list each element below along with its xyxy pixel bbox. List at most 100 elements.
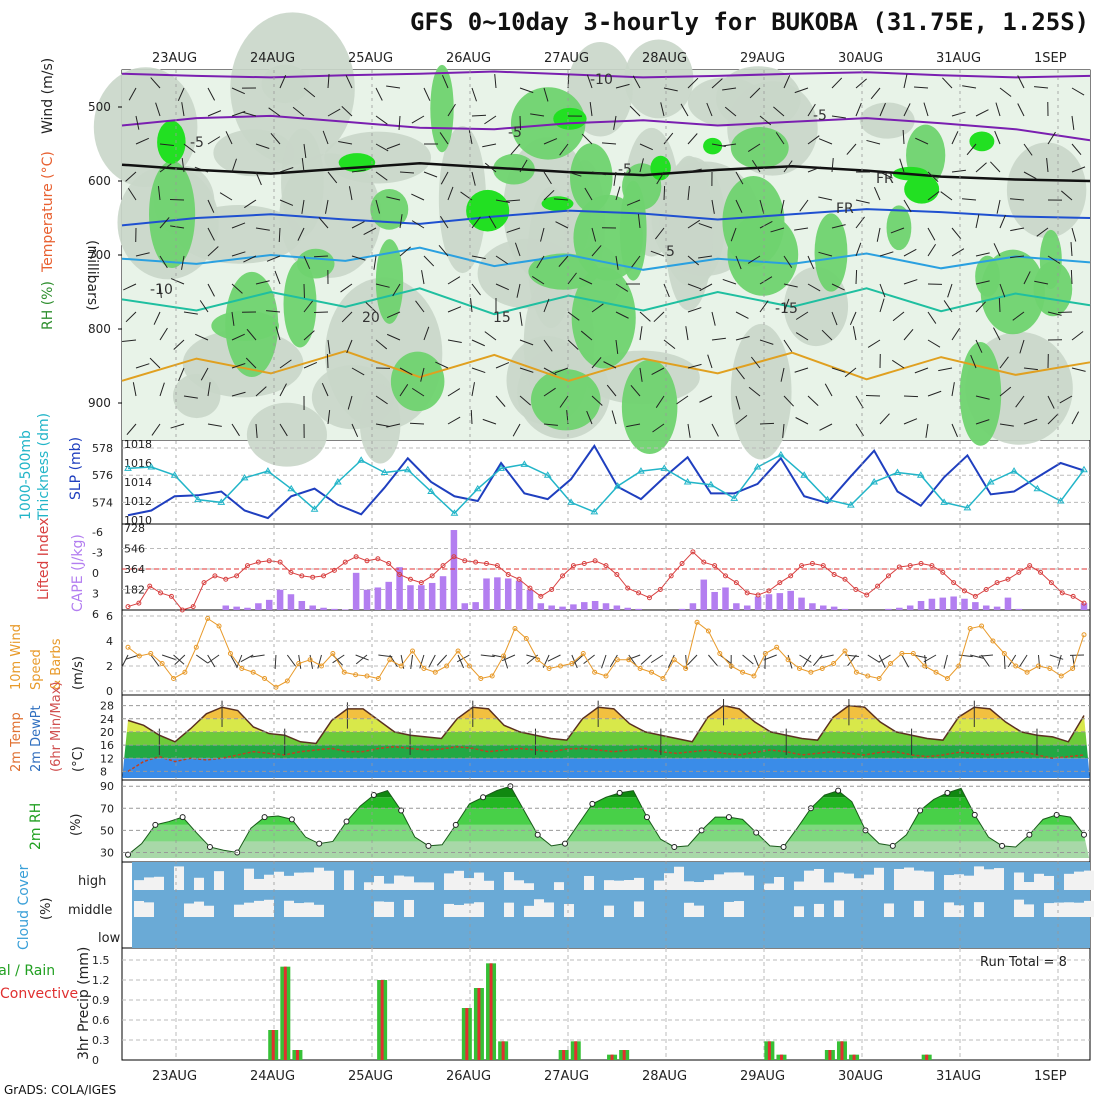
wind-speed-point [421,666,427,671]
wind-speed-point [466,663,472,669]
lifted-index-point [755,592,761,598]
wind-barb [411,115,425,124]
wind-barb [255,280,270,285]
wind-barb [123,283,137,291]
y-tick-label: -6 [92,526,103,539]
wind-barb [899,158,905,173]
thickness-point [450,509,459,516]
wind-barb [419,654,425,669]
cape-bar [287,594,295,610]
y-tick-label: 1.5 [92,954,110,967]
cloud-mid-bar [284,900,294,917]
wind-barb [975,280,990,285]
cross-section-left-label: Wind (m/s) [40,58,56,134]
rh-point [1026,831,1033,838]
rh-point [999,842,1006,849]
rh-point [589,800,596,807]
cloud-level-label: high [78,874,106,889]
wind-barb [763,654,777,661]
wind-barb [231,391,246,397]
wind-barb [611,410,617,425]
cape-bar [276,589,284,610]
wind-barb [998,297,1001,313]
precip-total-label: Total / Rain [0,963,55,979]
wind-speed-point [569,661,575,666]
temperature-contour [121,114,1091,142]
wind-barb [231,362,246,369]
thickness-point [823,495,832,503]
wind-barb [423,87,431,101]
wind-barb [699,395,713,403]
wind-barb [274,654,277,670]
wind-barb [1072,654,1076,669]
wind-speed-point [637,666,643,671]
wind-barb [1071,143,1082,156]
cross-section-panel: -10 -5 -5 -5 -5 FR FR 5 -10 15 20 -15 500 600 700 800 90… [40,12,1091,467]
wind-barb [351,423,359,438]
wind-barb [495,199,510,203]
cloud-mid-bar [204,905,214,917]
wind-barb [378,654,393,658]
wind-barb [207,227,215,241]
wind-label: Speed [29,649,44,690]
wind-barb [181,158,185,173]
cape-bar [624,607,631,610]
wind-barb [121,654,129,668]
wind-barb [1023,171,1037,180]
wind-barb [606,384,617,397]
contour-label: -5 [190,135,204,151]
wind-barb [346,339,353,354]
wind-barb [181,255,185,270]
wind-barb [322,130,329,145]
cloud-high-bar [314,867,324,890]
cloud-high-bar [364,882,374,890]
precip-convective-bar [465,1008,469,1060]
wind-speed-point [375,676,381,681]
cloud-mid-bar [144,902,154,917]
precip-panel: 0 0.3 0.6 0.9 1.2 1.5 Run Total = 8 Total / Rai… [0,947,1090,1067]
wind-barb [903,103,911,117]
wind-barb [255,143,270,150]
cloud-mid-bar [634,901,644,917]
wind-barb [603,361,617,369]
wind-barb [751,159,761,173]
cape-bar [950,596,957,610]
rh-band-mid [664,155,714,311]
wind-barb [775,132,785,145]
wind-barb [1003,654,1006,670]
x-tick-label-top: 31AUG [936,51,981,66]
wind-barb [1061,190,1073,201]
x-tick-label-bottom: 30AUG [838,1069,883,1084]
cloud-high-bar [904,867,914,890]
wind-barb [759,300,769,313]
wind-barb [855,423,864,437]
wind-barb [484,115,497,125]
rh-point [152,821,159,828]
cloud-high-bar [994,868,1004,890]
wind-barb [687,255,700,266]
thickness-label: Thickness (dm) [36,413,52,521]
wind-speed-point [990,638,996,644]
wind-barb [327,410,331,425]
rh-point [125,851,131,858]
wind-barb [629,105,641,117]
cloud-level-label: low [98,931,121,946]
wind-barb [650,654,664,664]
cloud-mid-bar [474,902,484,917]
wind-barb [615,186,621,201]
wind-barb [951,169,966,173]
thickness-point [380,468,389,475]
rh-band-mid [281,128,324,237]
wind-barb [773,106,785,117]
wind-barb [802,654,812,668]
wind-barb [274,270,281,285]
cloud-mid-bar [384,901,394,917]
cloud-mid-bar [974,902,984,917]
wind-barb [567,171,582,177]
wind-barb [543,189,555,201]
lifted-index-point [1048,580,1054,586]
lifted-index-point [646,595,652,601]
wind-speed-point [603,673,609,679]
wind-barb [1037,654,1041,669]
